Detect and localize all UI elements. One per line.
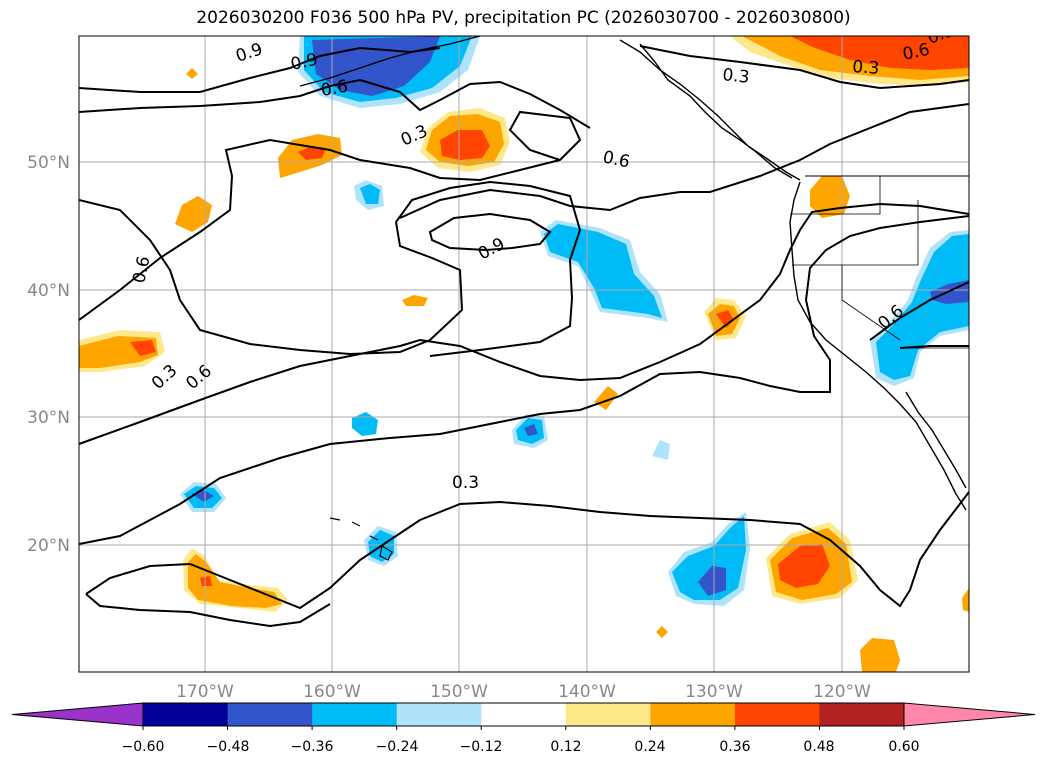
pv-contour-0.3-big bbox=[79, 202, 969, 445]
negative-anomaly-region bbox=[876, 234, 969, 380]
colorbar-label: −0.24 bbox=[376, 739, 419, 755]
negative-anomaly-region bbox=[698, 566, 726, 596]
positive-anomaly-region bbox=[962, 588, 969, 612]
pv-contour-0.6-north bbox=[79, 78, 591, 129]
positive-anomaly-region bbox=[298, 146, 326, 160]
hawaii-islands bbox=[329, 517, 393, 561]
lon-label: 150°W bbox=[430, 682, 488, 702]
pv-contour-0.6-center bbox=[399, 103, 969, 219]
map-frame bbox=[78, 35, 970, 673]
positive-anomaly-region bbox=[200, 576, 212, 586]
lat-label: 50°N bbox=[27, 153, 70, 173]
colorbar-extend-low bbox=[11, 702, 144, 727]
lat-label: 30°N bbox=[27, 408, 70, 428]
negative-anomaly-region bbox=[352, 412, 378, 436]
contour-label: 0.3 bbox=[852, 57, 880, 79]
lon-label: 140°W bbox=[558, 682, 616, 702]
bc-coast bbox=[639, 43, 793, 179]
positive-anomaly-region bbox=[188, 554, 282, 608]
positive-anomaly-region bbox=[778, 544, 830, 588]
colorbar-label: −0.48 bbox=[207, 739, 250, 755]
positive-anomaly-region bbox=[130, 340, 156, 356]
pv-contour-0.3-south bbox=[85, 491, 969, 610]
colorbar-labels: −0.60 −0.48 −0.36 −0.24 −0.12 0.12 0.24 … bbox=[122, 739, 920, 755]
pv-contour-0.6-right bbox=[869, 281, 969, 341]
us-west-coast bbox=[789, 181, 967, 511]
state-border-wa-or bbox=[790, 176, 881, 215]
pv-contours bbox=[79, 45, 969, 628]
negative-anomaly-region bbox=[524, 424, 538, 436]
positive-anomaly-region bbox=[402, 295, 428, 306]
lon-label: 120°W bbox=[813, 682, 871, 702]
alaska-coastline bbox=[299, 36, 481, 87]
pv-contour-0.9-loop bbox=[428, 212, 552, 252]
positive-anomaly-region bbox=[656, 626, 668, 638]
colorbar-label: −0.36 bbox=[291, 739, 334, 755]
colorbar-label: −0.60 bbox=[122, 739, 165, 755]
positive-anomaly-region bbox=[175, 196, 212, 232]
negative-anomaly-region bbox=[360, 184, 380, 204]
pv-contour-0.3-top bbox=[639, 45, 969, 90]
colorbar-label: 0.12 bbox=[550, 739, 581, 755]
map-area: 0.9 0.9 0.6 0.3 0.6 0.9 0.3 0.6 0.3 0.6 … bbox=[79, 36, 969, 672]
latitude-labels: 50°N 40°N 30°N 20°N bbox=[27, 153, 70, 556]
positive-anomaly-region bbox=[860, 638, 900, 672]
negative-anomaly-region bbox=[652, 440, 670, 460]
alaska-panhandle-coast bbox=[619, 39, 801, 181]
colorbar-cells bbox=[11, 702, 1036, 730]
colorbar-label: 0.36 bbox=[719, 739, 750, 755]
pv-contour-0.3-right bbox=[899, 345, 969, 349]
lon-label: 160°W bbox=[303, 682, 361, 702]
pv-contour-0.9-north bbox=[79, 46, 441, 93]
colorbar-label: 0.60 bbox=[888, 739, 919, 755]
positive-anomaly-region bbox=[186, 68, 198, 79]
colorbar-cell bbox=[227, 703, 313, 726]
colorbar: −0.60 −0.48 −0.36 −0.24 −0.12 0.12 0.24 … bbox=[11, 702, 1036, 755]
colorbar-cell bbox=[650, 703, 736, 726]
negative-precip-anomalies bbox=[180, 36, 969, 606]
positive-anomaly-region bbox=[440, 130, 490, 160]
colorbar-cell bbox=[312, 703, 398, 726]
colorbar-cell bbox=[143, 703, 229, 726]
negative-anomaly-region bbox=[672, 516, 746, 600]
colorbar-cell bbox=[396, 703, 482, 726]
pv-contour-0.6-big bbox=[79, 180, 582, 357]
contour-label: 0.3 bbox=[452, 473, 479, 493]
colorbar-label: −0.12 bbox=[460, 739, 503, 755]
contour-label: 0.6 bbox=[319, 77, 349, 101]
pv-contour-0.3-loop bbox=[79, 110, 582, 321]
lat-label: 40°N bbox=[27, 281, 70, 301]
colorbar-cell bbox=[565, 703, 651, 726]
colorbar-cell bbox=[481, 703, 567, 726]
lon-label: 170°W bbox=[176, 682, 234, 702]
pv-contour-0.6-south bbox=[79, 215, 969, 545]
positive-precip-anomalies bbox=[79, 36, 969, 672]
contour-label: 0.3 bbox=[721, 65, 750, 88]
colorbar-cell bbox=[734, 703, 820, 726]
pv-contour-0.3-loop-south bbox=[85, 593, 331, 628]
positive-anomaly-region bbox=[790, 36, 969, 70]
colorbar-extend-high bbox=[903, 702, 1036, 727]
colorbar-label: 0.24 bbox=[634, 739, 665, 755]
longitude-labels: 170°W 160°W 150°W 140°W 130°W 120°W bbox=[176, 682, 871, 702]
map-title: 2026030200 F036 500 hPa PV, precipitatio… bbox=[196, 8, 851, 28]
lon-label: 130°W bbox=[685, 682, 743, 702]
colorbar-frame bbox=[142, 702, 905, 727]
colorbar-cell bbox=[819, 703, 905, 726]
gulf-california-coast bbox=[905, 391, 967, 489]
lat-label: 20°N bbox=[27, 536, 70, 556]
state-border-ca-nv bbox=[841, 265, 901, 341]
colorbar-label: 0.48 bbox=[803, 739, 834, 755]
coastlines bbox=[299, 36, 969, 561]
